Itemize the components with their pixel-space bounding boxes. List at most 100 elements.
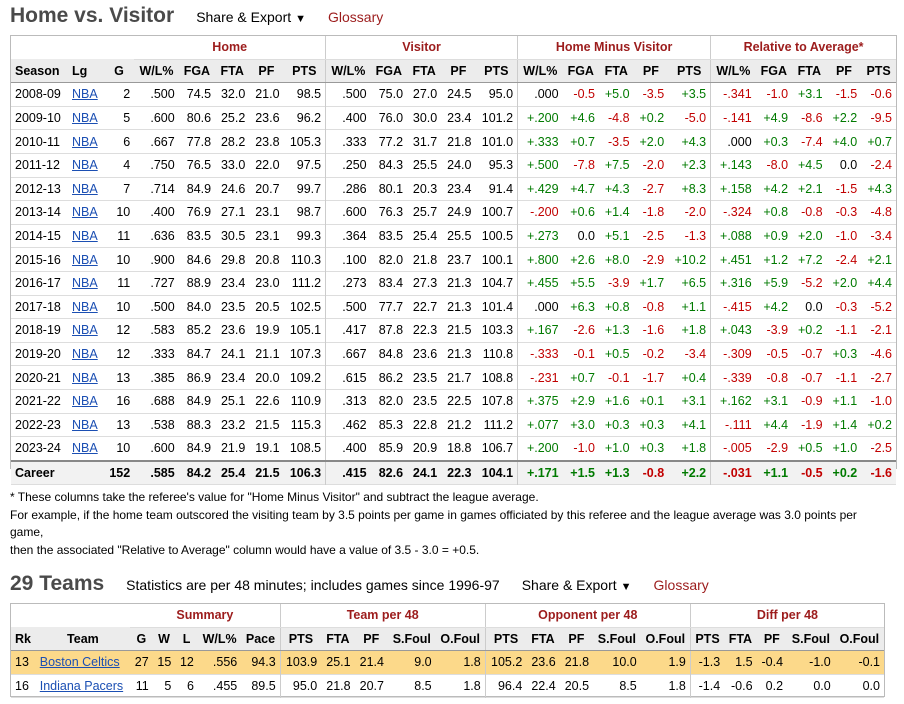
stat-cell: 5 bbox=[164, 679, 172, 694]
column-header-pf[interactable]: PF bbox=[633, 59, 669, 84]
column-header-w-l-[interactable]: W/L% bbox=[325, 59, 371, 84]
column-header-w-l-[interactable]: W/L% bbox=[710, 59, 756, 84]
stat-cell: 22.6 bbox=[255, 394, 280, 409]
column-header-fga[interactable]: FGA bbox=[178, 59, 216, 84]
column-header-pf[interactable]: PF bbox=[826, 59, 862, 84]
column-header-pts[interactable]: PTS bbox=[689, 627, 725, 652]
teams-share-export-label: Share & Export bbox=[521, 577, 617, 593]
column-header-w[interactable]: W bbox=[152, 627, 176, 652]
league-link[interactable]: NBA bbox=[72, 323, 98, 338]
stat-cell: 96.4 bbox=[484, 674, 527, 698]
league-link[interactable]: NBA bbox=[72, 370, 98, 385]
column-header-l[interactable]: L bbox=[175, 627, 198, 652]
column-header-fga[interactable]: FGA bbox=[370, 59, 408, 84]
teams-glossary-link[interactable]: Glossary bbox=[653, 577, 709, 593]
stat-cell: +6.5 bbox=[681, 276, 707, 291]
league-link[interactable]: NBA bbox=[72, 417, 98, 432]
column-header-pts[interactable]: PTS bbox=[861, 59, 896, 84]
stat-cell: +1.2 bbox=[763, 252, 789, 267]
column-header-lg[interactable]: Lg bbox=[68, 59, 104, 84]
stat-cell: .462 bbox=[325, 413, 371, 437]
column-header-o-foul[interactable]: O.Foul bbox=[834, 627, 884, 652]
column-header-fta[interactable]: FTA bbox=[724, 627, 757, 652]
column-header-fga[interactable]: FGA bbox=[562, 59, 599, 84]
stat-cell: -1.5 bbox=[835, 181, 858, 196]
column-header-pts[interactable]: PTS bbox=[475, 59, 518, 84]
stat-cell: 98.7 bbox=[296, 205, 322, 220]
league-link[interactable]: NBA bbox=[72, 87, 98, 102]
league-link[interactable]: NBA bbox=[72, 299, 98, 314]
column-header-pts[interactable]: PTS bbox=[279, 627, 322, 652]
stat-cell: NBA bbox=[68, 413, 104, 437]
column-header-g[interactable]: G bbox=[130, 627, 153, 652]
league-link[interactable]: NBA bbox=[72, 205, 98, 220]
stat-cell: +1.7 bbox=[639, 276, 665, 291]
league-link[interactable]: NBA bbox=[72, 441, 98, 456]
column-header-fta[interactable]: FTA bbox=[526, 627, 560, 652]
column-header-pts[interactable]: PTS bbox=[283, 59, 326, 84]
column-header-fta[interactable]: FTA bbox=[407, 59, 442, 84]
column-header-s-foul[interactable]: S.Foul bbox=[787, 627, 835, 652]
league-link[interactable]: NBA bbox=[72, 394, 98, 409]
column-header-fta[interactable]: FTA bbox=[792, 59, 827, 84]
column-header-o-foul[interactable]: O.Foul bbox=[435, 627, 486, 652]
season-cell: 2021-22 bbox=[15, 394, 61, 409]
chevron-down-icon: ▼ bbox=[620, 581, 632, 593]
stat-cell: -1.5 bbox=[835, 87, 858, 102]
column-header-pf[interactable]: PF bbox=[354, 627, 388, 652]
league-link[interactable]: NBA bbox=[72, 181, 98, 196]
league-link[interactable]: NBA bbox=[72, 347, 98, 362]
stat-cell: +2.1 bbox=[867, 252, 892, 267]
column-header-team[interactable]: Team bbox=[35, 627, 131, 652]
league-link[interactable]: NBA bbox=[72, 229, 98, 244]
column-header-w-l-[interactable]: W/L% bbox=[517, 59, 563, 84]
stat-cell: +0.8 bbox=[763, 205, 789, 220]
league-link[interactable]: NBA bbox=[72, 134, 98, 149]
group-header-opponent-per-48: Opponent per 48 bbox=[484, 604, 691, 628]
stat-cell: 100.5 bbox=[481, 229, 514, 244]
column-header-o-foul[interactable]: O.Foul bbox=[640, 627, 691, 652]
team-link[interactable]: Boston Celtics bbox=[39, 655, 120, 670]
column-header-w-l-[interactable]: W/L% bbox=[197, 627, 242, 652]
share-export-menu[interactable]: Share & Export ▼ bbox=[196, 9, 306, 25]
column-header-pf[interactable]: PF bbox=[249, 59, 284, 84]
column-header-fga[interactable]: FGA bbox=[755, 59, 793, 84]
league-link[interactable]: NBA bbox=[72, 111, 98, 126]
column-header-s-foul[interactable]: S.Foul bbox=[593, 627, 641, 652]
column-header-pf[interactable]: PF bbox=[756, 627, 788, 652]
column-header-pf[interactable]: PF bbox=[441, 59, 476, 84]
column-header-pts[interactable]: PTS bbox=[668, 59, 711, 84]
stat-cell: 86.2 bbox=[378, 370, 404, 385]
stat-cell: -4.6 bbox=[870, 347, 892, 362]
stat-cell: +.451 bbox=[710, 247, 756, 272]
team-link[interactable]: Indiana Pacers bbox=[39, 679, 124, 694]
table-row: 2009-10 NBA 5 .600 80.6 25.2 23.6 96.2.400 76.0 3… bbox=[11, 106, 896, 130]
column-header-pts[interactable]: PTS bbox=[484, 627, 527, 652]
column-header-g[interactable]: G bbox=[103, 59, 135, 84]
league-link[interactable]: NBA bbox=[72, 252, 98, 267]
stat-cell: 23.8 bbox=[255, 134, 280, 149]
column-header-pf[interactable]: PF bbox=[559, 627, 594, 652]
group-header-blank bbox=[11, 604, 130, 627]
season-cell: 2017-18 bbox=[15, 299, 61, 314]
league-link[interactable]: NBA bbox=[72, 158, 98, 173]
stat-cell: 23.4 bbox=[447, 181, 472, 196]
column-header-rk[interactable]: Rk bbox=[11, 627, 36, 652]
column-header-fta[interactable]: FTA bbox=[598, 59, 634, 84]
stat-cell: 12 bbox=[116, 347, 131, 362]
stat-cell: 22.3 bbox=[412, 323, 438, 338]
column-header-fta[interactable]: FTA bbox=[321, 627, 355, 652]
stat-cell: 24.9 bbox=[447, 205, 472, 220]
glossary-link[interactable]: Glossary bbox=[328, 9, 384, 25]
stat-cell: +.500 bbox=[517, 153, 563, 178]
league-link[interactable]: NBA bbox=[72, 276, 98, 291]
column-header-season[interactable]: Season bbox=[11, 59, 69, 84]
column-header-pace[interactable]: Pace bbox=[241, 627, 281, 652]
column-header-w-l-[interactable]: W/L% bbox=[134, 59, 179, 84]
stat-cell: -0.5 bbox=[792, 459, 827, 485]
column-header-fta[interactable]: FTA bbox=[215, 59, 250, 84]
season-cell: 2022-23 bbox=[15, 417, 61, 432]
stat-cell: 110.8 bbox=[482, 347, 514, 362]
teams-share-export-menu[interactable]: Share & Export ▼ bbox=[522, 577, 632, 593]
column-header-s-foul[interactable]: S.Foul bbox=[387, 627, 436, 652]
